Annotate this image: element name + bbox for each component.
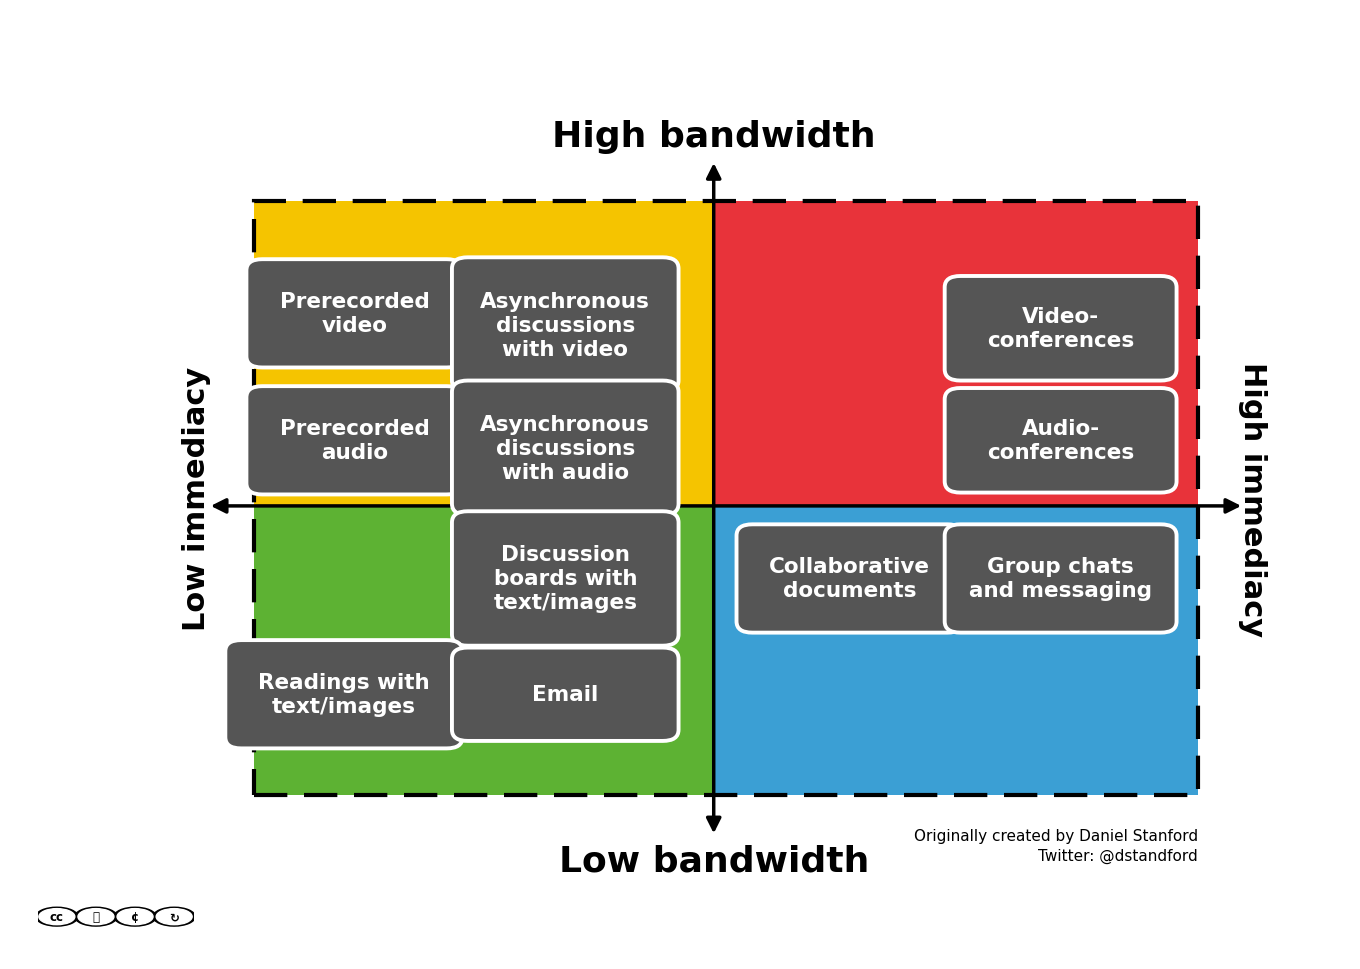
Bar bbox=[254, 203, 1198, 796]
Text: ¢: ¢ bbox=[131, 910, 139, 923]
Bar bbox=[254, 507, 714, 796]
Bar bbox=[254, 203, 714, 507]
FancyBboxPatch shape bbox=[226, 641, 462, 749]
Circle shape bbox=[75, 907, 117, 926]
Text: Originally created by Daniel Stanford
Twitter: @dstandford: Originally created by Daniel Stanford Tw… bbox=[914, 828, 1198, 863]
Circle shape bbox=[78, 909, 114, 924]
Text: Audio-
conferences: Audio- conferences bbox=[987, 419, 1134, 463]
Text: Collaborative
documents: Collaborative documents bbox=[770, 557, 930, 601]
Text: Group chats
and messaging: Group chats and messaging bbox=[970, 557, 1152, 601]
FancyBboxPatch shape bbox=[452, 258, 679, 392]
FancyBboxPatch shape bbox=[452, 381, 679, 516]
FancyBboxPatch shape bbox=[452, 512, 679, 646]
Text: Asynchronous
discussions
with audio: Asynchronous discussions with audio bbox=[480, 415, 650, 483]
Text: ⓘ: ⓘ bbox=[92, 910, 99, 923]
Text: SA: SA bbox=[167, 946, 181, 954]
Circle shape bbox=[114, 907, 156, 926]
Text: cc: cc bbox=[50, 910, 64, 923]
FancyBboxPatch shape bbox=[246, 260, 462, 368]
Text: Discussion
boards with
text/images: Discussion boards with text/images bbox=[494, 545, 638, 612]
Text: High bandwidth: High bandwidth bbox=[552, 119, 876, 153]
FancyBboxPatch shape bbox=[945, 389, 1176, 493]
Text: Asynchronous
discussions
with video: Asynchronous discussions with video bbox=[480, 292, 650, 359]
Text: High immediacy: High immediacy bbox=[1238, 361, 1268, 636]
Circle shape bbox=[117, 909, 154, 924]
Text: BY: BY bbox=[90, 946, 102, 954]
FancyBboxPatch shape bbox=[945, 525, 1176, 633]
Text: Readings with
text/images: Readings with text/images bbox=[258, 672, 430, 716]
Circle shape bbox=[35, 907, 78, 926]
Bar bbox=[714, 203, 1198, 507]
Text: Prerecorded
video: Prerecorded video bbox=[280, 292, 430, 336]
Text: NC: NC bbox=[128, 946, 143, 954]
Text: Prerecorded
audio: Prerecorded audio bbox=[280, 419, 430, 463]
Text: Email: Email bbox=[532, 684, 598, 704]
Circle shape bbox=[39, 909, 75, 924]
Bar bbox=[714, 507, 1198, 796]
Text: Low immediacy: Low immediacy bbox=[182, 366, 211, 631]
Circle shape bbox=[156, 909, 192, 924]
FancyBboxPatch shape bbox=[945, 277, 1176, 381]
FancyBboxPatch shape bbox=[452, 648, 679, 741]
Text: Video-
conferences: Video- conferences bbox=[987, 307, 1134, 351]
FancyBboxPatch shape bbox=[246, 387, 462, 495]
Circle shape bbox=[154, 907, 196, 926]
Text: Low bandwidth: Low bandwidth bbox=[559, 844, 869, 878]
FancyBboxPatch shape bbox=[737, 525, 963, 633]
Text: ↻: ↻ bbox=[169, 910, 180, 923]
